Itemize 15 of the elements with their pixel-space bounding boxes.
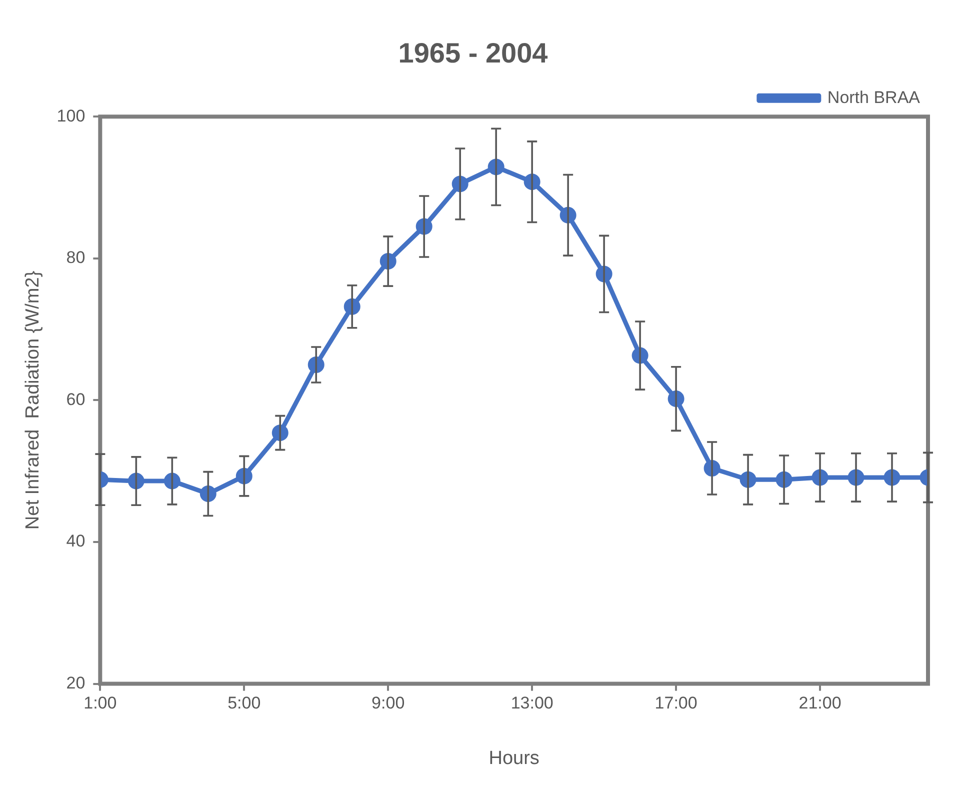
- y-tick-label: 60: [66, 390, 86, 409]
- x-axis-title: Hours: [488, 748, 540, 769]
- y-tick-label: 80: [66, 248, 86, 268]
- y-tick-label: 100: [56, 106, 86, 126]
- x-tick-label: 5:00: [228, 694, 261, 713]
- y-axis-title: Net Infrared Radiation {W/m2}: [22, 270, 44, 530]
- x-tick-label: 21:00: [798, 694, 842, 713]
- legend-label: North BRAA: [827, 88, 921, 107]
- chart-title: 1965 - 2004: [398, 38, 548, 69]
- x-tick-label: 1:00: [84, 694, 117, 713]
- y-tick-label: 40: [66, 532, 86, 551]
- x-tick-label: 9:00: [372, 694, 405, 713]
- x-tick-label: 17:00: [654, 694, 698, 713]
- y-tick-label: 20: [66, 673, 86, 692]
- x-tick-label: 13:00: [510, 694, 554, 713]
